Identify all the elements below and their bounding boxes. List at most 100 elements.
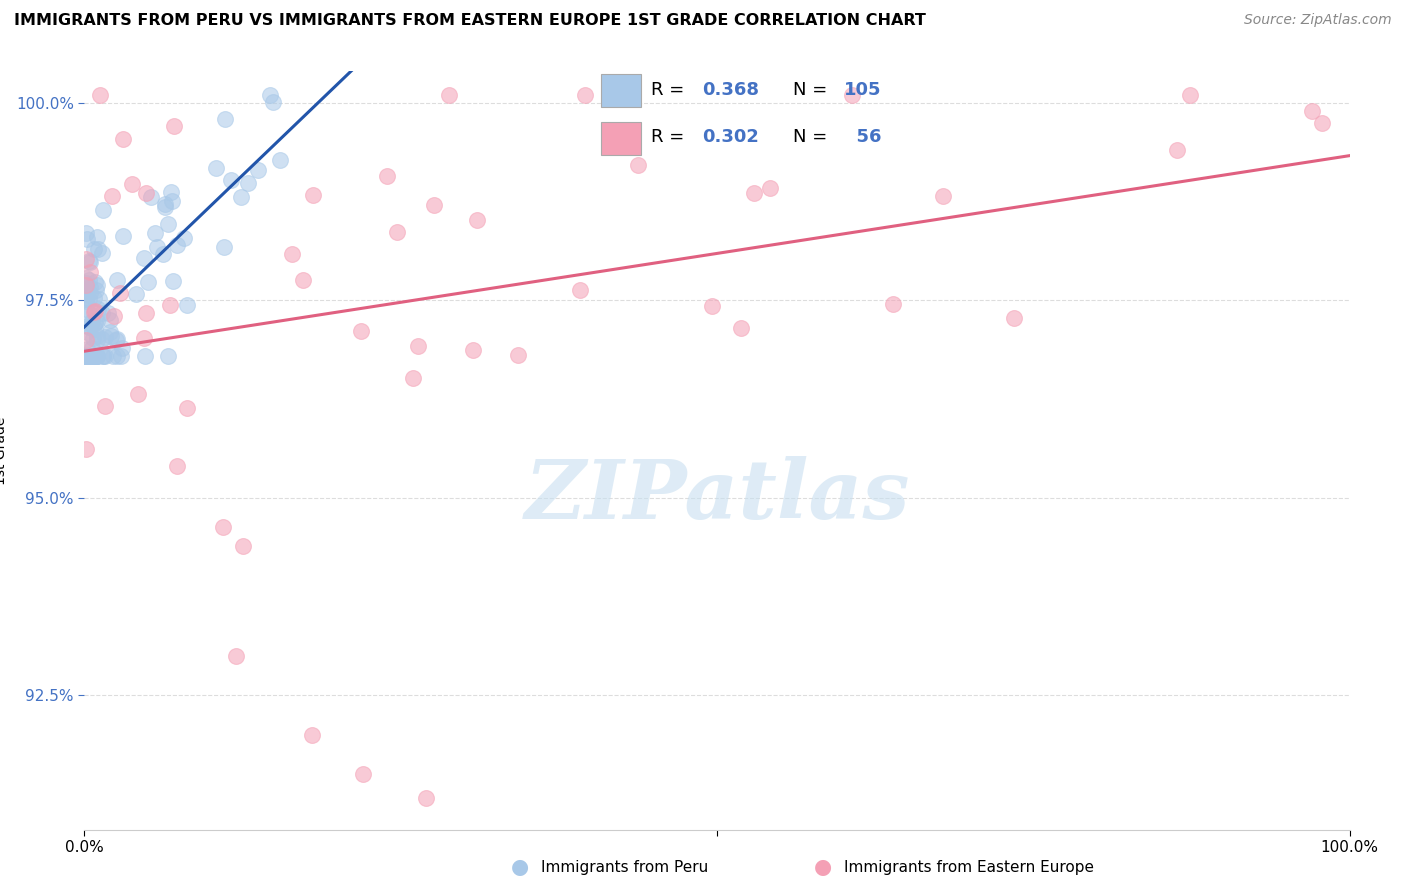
Point [162, 194, 184, 208]
Point [406, 339, 429, 353]
Point [439, 88, 461, 103]
Point [134, 251, 156, 265]
Point [75, 349, 97, 363]
Point [82, 349, 104, 363]
Point [259, 88, 281, 103]
Point [83, 303, 105, 318]
Point [111, 229, 134, 244]
Text: 105: 105 [844, 81, 882, 99]
Point [465, 213, 488, 227]
Point [262, 95, 284, 109]
Point [83, 316, 105, 330]
Point [84, 349, 107, 363]
Text: N =: N = [793, 128, 832, 146]
Point [932, 189, 955, 203]
Point [76, 349, 98, 363]
Text: Immigrants from Peru: Immigrants from Peru [541, 860, 709, 874]
Point [1180, 88, 1202, 103]
Point [568, 284, 591, 298]
Point [281, 247, 304, 261]
Point [212, 240, 235, 254]
Point [75, 287, 97, 301]
Point [93, 349, 115, 363]
Point [77, 306, 100, 320]
Point [882, 296, 904, 310]
Point [352, 767, 374, 781]
Point [75, 284, 97, 298]
Text: ZIPatlas: ZIPatlas [524, 456, 910, 536]
Text: R =: R = [651, 81, 690, 99]
Point [292, 273, 315, 287]
Point [134, 306, 156, 320]
Point [75, 333, 97, 347]
Point [77, 273, 100, 287]
Point [385, 225, 408, 239]
Point [77, 292, 100, 306]
Point [422, 197, 444, 211]
Point [219, 173, 242, 187]
Text: 0.302: 0.302 [702, 128, 759, 146]
Point [75, 227, 97, 241]
Point [204, 161, 226, 176]
Point [1166, 143, 1188, 157]
Point [86, 333, 108, 347]
Point [94, 330, 117, 344]
Point [105, 349, 128, 363]
Text: 56: 56 [844, 128, 882, 146]
Point [111, 341, 134, 355]
Point [75, 349, 97, 363]
Y-axis label: 1st Grade: 1st Grade [0, 417, 7, 484]
Point [153, 197, 176, 211]
Point [176, 297, 198, 311]
Point [156, 349, 179, 363]
Point [76, 231, 98, 245]
Point [143, 226, 166, 240]
Text: IMMIGRANTS FROM PERU VS IMMIGRANTS FROM EASTERN EUROPE 1ST GRADE CORRELATION CHA: IMMIGRANTS FROM PERU VS IMMIGRANTS FROM … [14, 13, 927, 29]
Point [225, 648, 247, 663]
Point [163, 119, 186, 133]
Point [75, 252, 97, 266]
Point [75, 270, 97, 285]
Point [75, 349, 97, 363]
Point [83, 305, 105, 319]
Point [301, 728, 323, 742]
Point [236, 177, 259, 191]
Point [214, 112, 236, 126]
Point [75, 349, 97, 363]
Text: Immigrants from Eastern Europe: Immigrants from Eastern Europe [844, 860, 1094, 874]
Point [105, 333, 127, 347]
Point [83, 243, 105, 257]
Point [79, 320, 101, 334]
Point [402, 371, 425, 385]
Point [160, 185, 183, 199]
Point [508, 348, 530, 362]
Point [76, 342, 98, 356]
Point [212, 519, 235, 533]
Point [80, 314, 103, 328]
Point [141, 190, 163, 204]
Point [111, 132, 134, 146]
Point [134, 349, 156, 363]
Point [82, 331, 104, 345]
Point [80, 349, 103, 363]
Point [86, 230, 108, 244]
Point [302, 187, 325, 202]
Point [90, 306, 112, 320]
Point [136, 275, 159, 289]
Point [87, 302, 110, 317]
Point [742, 186, 765, 200]
Point [76, 325, 98, 339]
Point [75, 285, 97, 300]
Point [91, 203, 114, 218]
Point [730, 320, 752, 334]
Point [79, 285, 101, 300]
Point [75, 301, 97, 316]
Point [91, 245, 114, 260]
Point [94, 400, 117, 414]
Point [350, 324, 373, 338]
Point [231, 190, 253, 204]
Point [91, 349, 114, 363]
Point [82, 342, 104, 356]
Point [105, 272, 128, 286]
Point [758, 181, 780, 195]
